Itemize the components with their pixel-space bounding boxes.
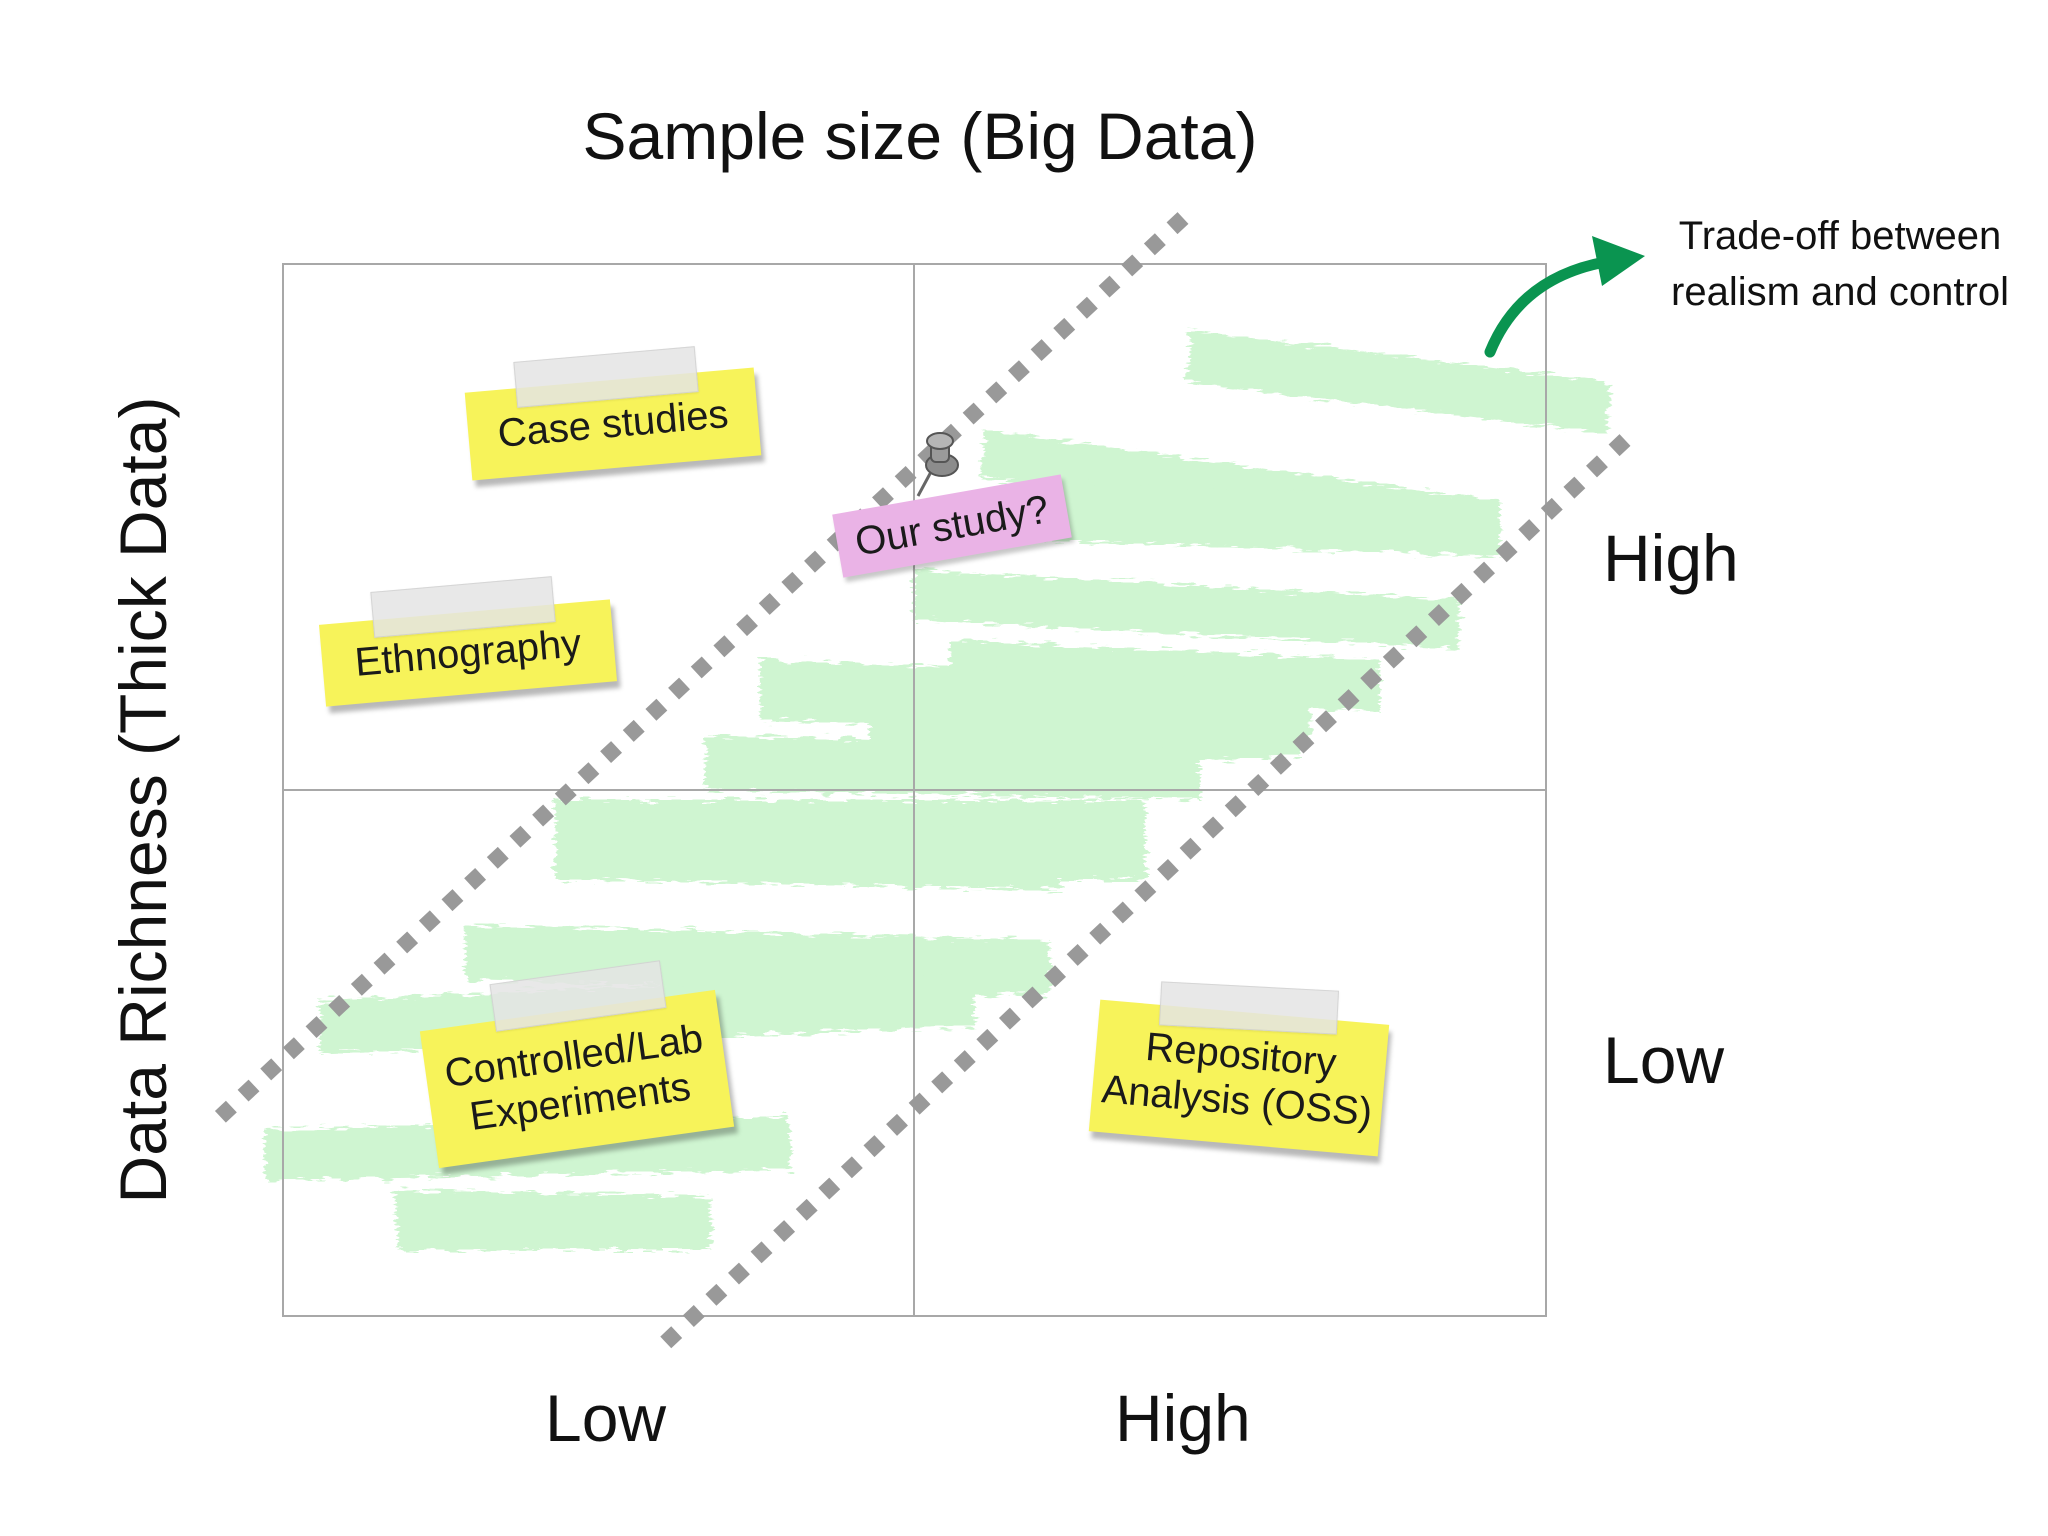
y-tick-low: Low xyxy=(1603,1023,1725,1097)
green-arrow xyxy=(1484,236,1645,358)
note-repository-analysis-label: Repository Analysis (OSS) xyxy=(1100,1024,1374,1135)
tradeoff-text: Trade-off between realism and control xyxy=(1671,214,2009,314)
x-tick-high: High xyxy=(1115,1381,1251,1455)
upper-diagonal xyxy=(211,212,1189,1126)
chart-title: Sample size (Big Data) xyxy=(582,99,1258,173)
pushpin-icon xyxy=(916,432,959,497)
lower-diagonal xyxy=(657,434,1631,1351)
tradeoff-annotation: Trade-off between realism and control xyxy=(1640,208,2040,320)
dotted-diagonals xyxy=(211,212,1631,1351)
x-tick-low: Low xyxy=(545,1381,667,1455)
quadrant-grid xyxy=(282,263,1547,1317)
y-tick-high: High xyxy=(1603,521,1739,595)
note-controlled-experiments-label: Controlled/Lab Experiments xyxy=(441,1016,706,1140)
tape xyxy=(1158,981,1340,1035)
y-axis-label: Data Richness (Thick Data) xyxy=(106,396,180,1204)
